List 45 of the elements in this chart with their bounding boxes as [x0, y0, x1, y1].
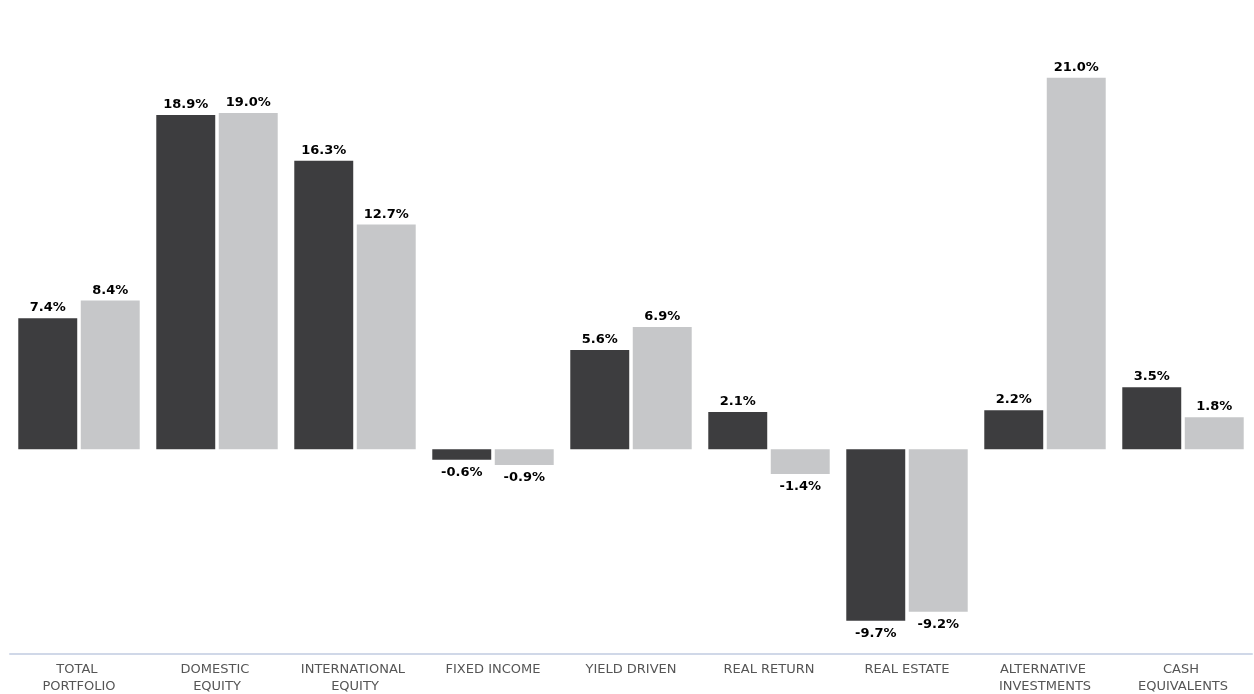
x-tick-label: TOTAL PORTFOLIO	[42, 661, 116, 693]
x-tick-label: DOMESTIC EQUITY	[180, 661, 254, 693]
bar	[984, 410, 1044, 450]
bar	[1046, 77, 1106, 450]
data-label: -9.2%	[917, 615, 959, 631]
data-label: 1.8%	[1196, 398, 1233, 414]
data-label: 16.3%	[301, 141, 347, 157]
data-label: 18.9%	[163, 95, 209, 111]
x-tick-label: REAL ESTATE	[864, 661, 950, 676]
bar	[494, 449, 554, 466]
bar	[18, 318, 78, 450]
bar	[1184, 417, 1244, 450]
bar	[908, 449, 968, 612]
bar	[218, 113, 278, 450]
data-label: 19.0%	[225, 94, 271, 110]
bar	[294, 160, 354, 450]
data-label: 5.6%	[581, 331, 618, 347]
bar	[80, 300, 140, 450]
data-label: -0.6%	[441, 463, 483, 479]
bar	[432, 449, 492, 460]
bar	[770, 449, 830, 474]
data-label: -9.7%	[855, 624, 897, 640]
data-label: 6.9%	[644, 308, 681, 324]
x-tick-label: REAL RETURN	[723, 661, 815, 676]
bar	[356, 224, 416, 450]
data-label: 3.5%	[1133, 368, 1170, 384]
data-label: 7.4%	[29, 299, 66, 315]
bar	[1122, 387, 1182, 450]
bar	[156, 114, 216, 450]
data-label: 8.4%	[92, 281, 129, 297]
x-tick-label: INTERNATIONAL EQUITY	[300, 661, 410, 693]
bar	[846, 449, 906, 621]
x-tick-label: CASH EQUIVALENTS	[1137, 661, 1229, 693]
x-tick-label: FIXED INCOME	[445, 661, 541, 676]
data-label: 21.0%	[1053, 58, 1099, 74]
bar	[570, 350, 630, 450]
bar	[632, 327, 692, 450]
data-label: 12.7%	[363, 205, 409, 221]
x-tick-label: ALTERNATIVE INVESTMENTS	[998, 661, 1092, 693]
x-tick-label: YIELD DRIVEN	[584, 661, 677, 676]
bar	[708, 412, 768, 450]
data-label: 2.1%	[719, 393, 756, 408]
data-label: -0.9%	[503, 469, 545, 485]
data-label: -1.4%	[779, 477, 821, 493]
data-label: 2.2%	[995, 391, 1032, 407]
